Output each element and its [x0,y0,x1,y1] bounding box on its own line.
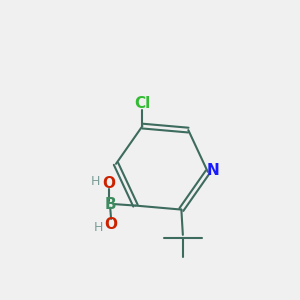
Text: N: N [207,163,220,178]
Text: O: O [103,176,116,191]
Text: Cl: Cl [134,96,151,111]
Text: B: B [104,196,116,211]
Text: H: H [94,221,103,234]
Text: O: O [105,217,118,232]
Text: H: H [91,175,101,188]
